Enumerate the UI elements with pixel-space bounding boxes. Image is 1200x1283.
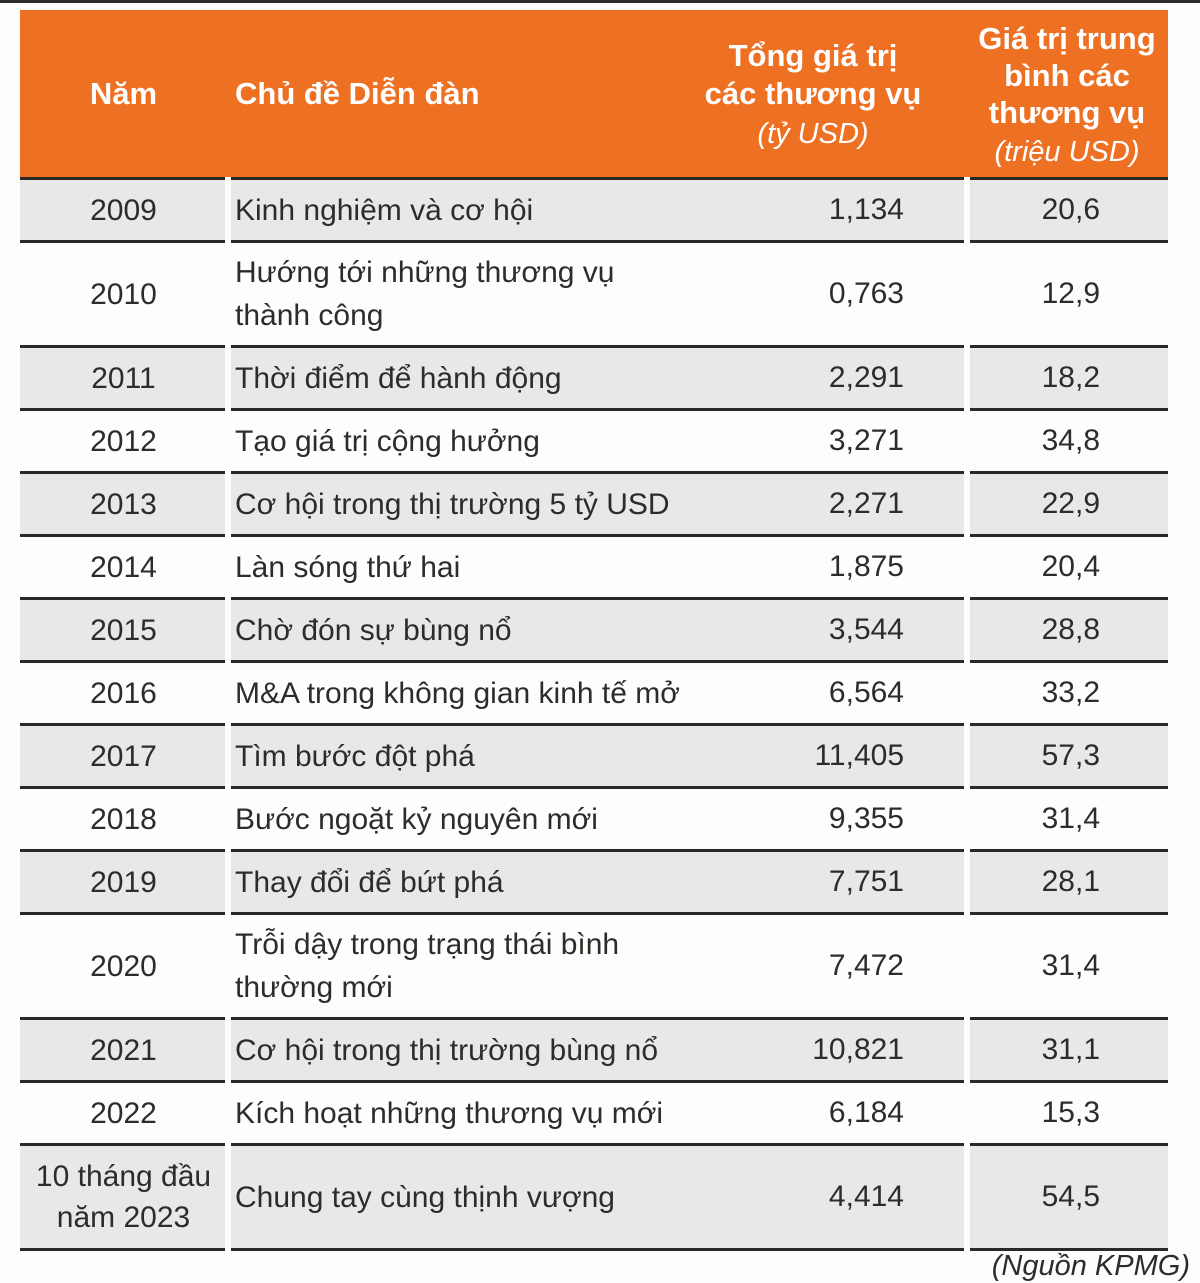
table-row: 2011 Thời điểm để hành động 2,291 18,2 — [20, 345, 1168, 408]
table-header: Năm Chủ đề Diễn đàn Tổng giá trị các thư… — [20, 10, 1168, 177]
year-cell: 2018 — [90, 802, 157, 836]
topic-cell: M&A trong không gian kinh tế mở — [235, 676, 680, 710]
table-row: 2019 Thay đổi để bứt phá 7,751 28,1 — [20, 849, 1168, 912]
year-cell: 2012 — [90, 424, 157, 458]
year-cell: 2021 — [90, 1033, 157, 1067]
topic-cell: Kinh nghiệm và cơ hội — [235, 193, 534, 227]
header-average-value: Giá trị trung bình các thương vụ (triệu … — [966, 10, 1168, 177]
table-row: 2013 Cơ hội trong thị trường 5 tỷ USD 2,… — [20, 471, 1168, 534]
topic-cell: Làn sóng thứ hai — [235, 550, 461, 584]
total-value-cell: 0,763 — [828, 277, 904, 310]
avg-value-cell: 22,9 — [1041, 487, 1100, 520]
avg-value-cell: 31,1 — [1041, 1033, 1100, 1066]
table-row: 2015 Chờ đón sự bùng nổ 3,544 28,8 — [20, 597, 1168, 660]
ma-forum-table: Năm Chủ đề Diễn đàn Tổng giá trị các thư… — [20, 10, 1168, 1251]
year-cell: 2022 — [90, 1096, 157, 1130]
total-value-cell: 9,355 — [828, 802, 904, 835]
table-row: 2014 Làn sóng thứ hai 1,875 20,4 — [20, 534, 1168, 597]
total-value-cell: 4,414 — [828, 1180, 904, 1213]
total-value-cell: 10,821 — [812, 1033, 904, 1066]
topic-cell: Chung tay cùng thịnh vượng — [235, 1180, 615, 1214]
source-note: (Nguồn KPMG) — [991, 1250, 1190, 1282]
table-row: 2010 Hướng tới những thương vụ thành côn… — [20, 240, 1168, 345]
year-cell: 2009 — [90, 193, 157, 227]
header-topic: Chủ đề Diễn đàn — [235, 75, 480, 111]
topic-cell: Kích hoạt những thương vụ mới — [235, 1096, 664, 1130]
avg-value-cell: 54,5 — [1041, 1180, 1100, 1213]
year-cell: 2017 — [90, 739, 157, 773]
year-cell: 2013 — [90, 487, 157, 521]
total-value-cell: 7,472 — [828, 949, 904, 982]
avg-value-cell: 34,8 — [1041, 424, 1100, 457]
table-row: 2009 Kinh nghiệm và cơ hội 1,134 20,6 — [20, 177, 1168, 240]
header-average-title: Giá trị trung bình các thương vụ — [978, 20, 1156, 130]
avg-value-cell: 20,6 — [1041, 193, 1100, 226]
avg-value-cell: 31,4 — [1041, 949, 1100, 982]
year-cell: 2011 — [91, 361, 156, 395]
total-value-cell: 2,291 — [828, 361, 904, 394]
year-cell: 2010 — [90, 277, 157, 311]
total-value-cell: 1,875 — [828, 550, 904, 583]
total-value-cell: 6,184 — [828, 1096, 904, 1129]
header-average-unit: (triệu USD) — [994, 135, 1140, 168]
table-row: 2012 Tạo giá trị cộng hưởng 3,271 34,8 — [20, 408, 1168, 471]
avg-value-cell: 28,1 — [1041, 865, 1100, 898]
avg-value-cell: 12,9 — [1041, 277, 1100, 310]
avg-value-cell: 20,4 — [1041, 550, 1100, 583]
year-cell: 2016 — [90, 676, 157, 710]
total-value-cell: 11,405 — [814, 739, 904, 772]
avg-value-cell: 15,3 — [1041, 1096, 1100, 1129]
table-row: 2021 Cơ hội trong thị trường bùng nổ 10,… — [20, 1017, 1168, 1080]
year-cell: 2014 — [90, 550, 157, 584]
avg-value-cell: 28,8 — [1041, 613, 1100, 646]
topic-cell: Thời điểm để hành động — [235, 361, 562, 395]
table-row: 2022 Kích hoạt những thương vụ mới 6,184… — [20, 1080, 1168, 1143]
table-row: 2016 M&A trong không gian kinh tế mở 6,5… — [20, 660, 1168, 723]
avg-value-cell: 33,2 — [1041, 676, 1100, 709]
header-total-unit: (tỷ USD) — [757, 118, 869, 150]
topic-cell: Hướng tới những thương vụ thành công — [235, 256, 615, 332]
total-value-cell: 3,271 — [828, 424, 904, 457]
avg-value-cell: 31,4 — [1041, 802, 1100, 835]
topic-cell: Cơ hội trong thị trường 5 tỷ USD — [235, 487, 670, 521]
topic-cell: Cơ hội trong thị trường bùng nổ — [235, 1033, 659, 1067]
total-value-cell: 1,134 — [828, 193, 904, 226]
topic-cell: Thay đổi để bứt phá — [235, 865, 504, 899]
topic-cell: Bước ngoặt kỷ nguyên mới — [235, 802, 598, 836]
topic-cell: Trỗi dậy trong trạng thái bình thường mớ… — [235, 928, 620, 1004]
table-bottom-line — [20, 1248, 1168, 1251]
header-total-value: Tổng giá trị các thương vụ (tỷ USD) — [660, 10, 966, 177]
header-year: Năm — [89, 75, 158, 111]
topic-cell: Tìm bước đột phá — [235, 739, 475, 773]
avg-value-cell: 57,3 — [1041, 739, 1100, 772]
year-cell: 10 tháng đầu năm 2023 — [35, 1160, 212, 1234]
table-row: 10 tháng đầu năm 2023 Chung tay cùng thị… — [20, 1143, 1168, 1248]
topic-cell: Tạo giá trị cộng hưởng — [235, 424, 540, 458]
total-value-cell: 2,271 — [828, 487, 904, 520]
year-cell: 2015 — [90, 613, 157, 647]
year-cell: 2020 — [90, 949, 157, 983]
topic-cell: Chờ đón sự bùng nổ — [235, 613, 512, 647]
table-row: 2020 Trỗi dậy trong trạng thái bình thườ… — [20, 912, 1168, 1017]
page-top-edge-line — [0, 0, 1200, 3]
table-row: 2017 Tìm bước đột phá 11,405 57,3 — [20, 723, 1168, 786]
table-row: 2018 Bước ngoặt kỷ nguyên mới 9,355 31,4 — [20, 786, 1168, 849]
year-cell: 2019 — [90, 865, 157, 899]
avg-value-cell: 18,2 — [1041, 361, 1100, 394]
header-total-title: Tổng giá trị các thương vụ — [704, 38, 922, 111]
total-value-cell: 7,751 — [828, 865, 904, 898]
total-value-cell: 3,544 — [828, 613, 904, 646]
total-value-cell: 6,564 — [828, 676, 904, 709]
